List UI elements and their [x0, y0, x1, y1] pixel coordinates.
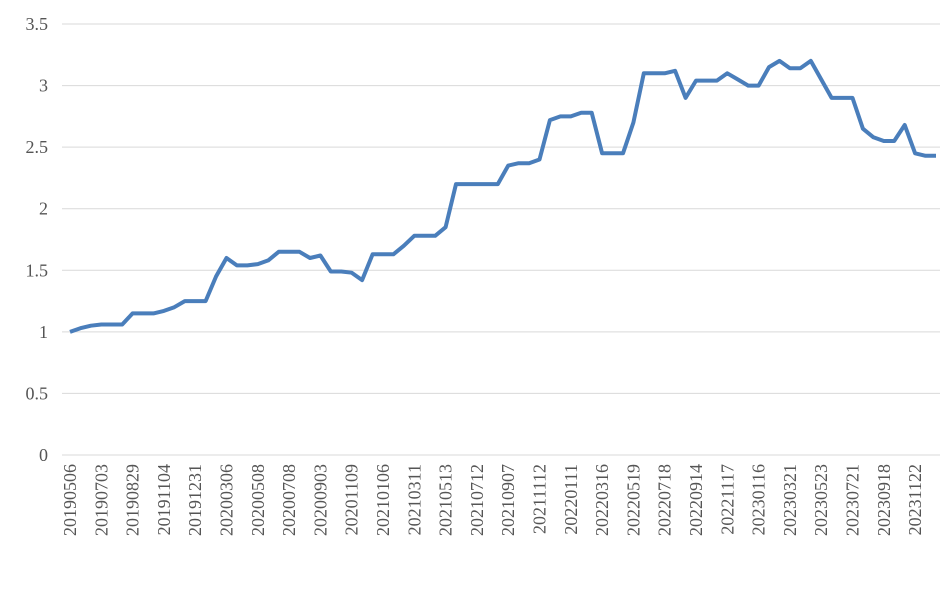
x-tick-label: 20190703	[91, 464, 111, 536]
x-tick-label: 20210106	[373, 464, 393, 536]
x-tick-label: 20210907	[498, 464, 518, 536]
x-tick-label: 20201109	[342, 464, 362, 535]
x-tick-label: 20220718	[655, 464, 675, 536]
x-tick-label: 20190506	[60, 464, 80, 536]
x-tick-label: 20210712	[467, 464, 487, 536]
x-tick-label: 20211112	[530, 464, 550, 534]
x-tick-label: 20231122	[905, 464, 925, 535]
x-tick-label: 20200508	[248, 464, 268, 536]
y-tick-label: 1	[39, 322, 48, 342]
y-tick-label: 3	[39, 76, 48, 96]
x-tick-label: 20191104	[154, 464, 174, 535]
y-tick-label: 3.5	[26, 14, 49, 34]
y-tick-label: 2	[39, 199, 48, 219]
y-tick-label: 1.5	[26, 260, 49, 280]
y-tick-label: 0.5	[26, 383, 49, 403]
x-tick-label: 20230523	[811, 464, 831, 536]
x-tick-label: 20220111	[561, 464, 581, 535]
data-line	[69, 58, 936, 334]
x-tick-label: 20230721	[843, 464, 863, 536]
y-tick-label: 0	[39, 445, 48, 465]
y-tick-label: 2.5	[26, 137, 49, 157]
x-tick-label: 20191231	[185, 464, 205, 536]
x-tick-label: 20200708	[279, 464, 299, 536]
x-tick-label: 20210311	[404, 464, 424, 535]
x-tick-label: 20220519	[623, 464, 643, 536]
x-tick-label: 20220914	[686, 464, 706, 536]
x-tick-label: 20200306	[217, 464, 237, 536]
x-tick-label: 20200903	[310, 464, 330, 536]
x-tick-label: 20220316	[592, 464, 612, 536]
x-tick-label: 20221117	[717, 464, 737, 535]
x-tick-label: 20230321	[780, 464, 800, 536]
x-tick-label: 20210513	[436, 464, 456, 536]
x-tick-label: 20230918	[874, 464, 894, 536]
x-tick-label: 20190829	[123, 464, 143, 536]
x-tick-label: 20230116	[749, 464, 769, 535]
